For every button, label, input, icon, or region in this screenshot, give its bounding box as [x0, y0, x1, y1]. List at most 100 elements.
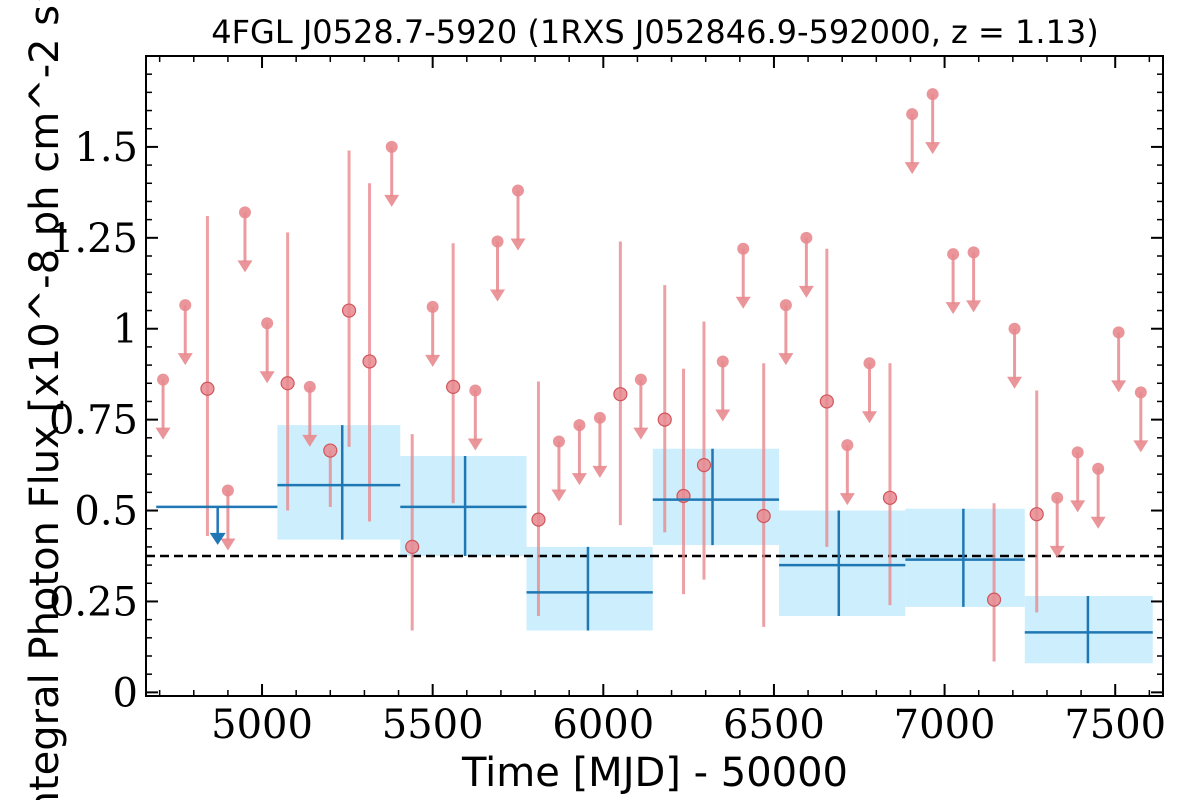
short-bin-upper-limit-point [906, 108, 919, 121]
short-bin-upper-limit-point [737, 242, 750, 255]
short-bin-upper-limit-arrow [1070, 500, 1086, 513]
short-bin-upper-limit-arrow [551, 489, 567, 502]
short-bin-series [155, 88, 1149, 662]
axis-ticks: 5000 5500 6000 6500 7000 7500 0 0.25 0.5 0.75 1 1.2… [49, 56, 1166, 748]
short-bin-point [362, 354, 377, 369]
y-tick-label: 0.5 [74, 489, 138, 535]
short-bin-upper-limit-arrow [510, 238, 526, 251]
x-tick-label: 7500 [1064, 702, 1166, 748]
long-bin-series [156, 425, 1153, 664]
short-bin-upper-limit-point [841, 439, 854, 452]
short-bin-upper-limit-point [1008, 322, 1021, 335]
short-bin-point [1029, 507, 1044, 522]
short-bin-upper-limit-arrow [490, 289, 506, 302]
short-bin-upper-limit-arrow [592, 465, 608, 478]
long-bin-band [779, 510, 906, 616]
short-bin-upper-limit-arrow [425, 354, 441, 367]
short-bin-point [657, 412, 672, 427]
short-bin-upper-limit-arrow [1090, 516, 1106, 529]
short-bin-upper-limit-arrow [155, 427, 171, 440]
short-bin-upper-limit-arrow [1133, 440, 1149, 453]
short-bin-upper-limit-point [221, 484, 234, 497]
short-bin-upper-limit-arrow [1007, 376, 1023, 389]
short-bin-point [405, 539, 420, 555]
short-bin-upper-limit-point [1092, 462, 1105, 475]
short-bin-upper-limit-point [716, 355, 729, 368]
short-bin-upper-limit-point [179, 299, 192, 312]
short-bin-upper-limit-point [779, 299, 792, 312]
short-bin-upper-limit-point [1071, 446, 1084, 459]
short-bin-upper-limit-arrow [571, 473, 587, 486]
long-bin-band [905, 508, 1025, 607]
short-bin-upper-limit-point [967, 246, 980, 259]
short-bin-upper-limit-point [491, 235, 504, 248]
long-bin-band [652, 448, 780, 546]
short-bin-upper-limit-point [634, 373, 647, 386]
short-bin-upper-limit-point [593, 411, 606, 424]
x-tick-label: 5500 [382, 702, 484, 748]
short-bin-upper-limit-arrow [715, 409, 731, 422]
short-bin-point [531, 512, 546, 527]
short-bin-point [756, 508, 771, 524]
short-bin-upper-limit-arrow [467, 438, 483, 451]
short-bin-upper-limit-point [426, 300, 439, 313]
short-bin-point [446, 379, 461, 395]
short-bin-upper-limit-arrow [177, 353, 193, 366]
short-bin-point [200, 381, 215, 396]
y-tick-label: 1 [113, 307, 138, 353]
chart-title: 4FGL J0528.7-5920 (1RXS J052846.9-592000… [211, 13, 1098, 51]
short-bin-upper-limit-point [1051, 491, 1064, 504]
short-bin-upper-limit-arrow [862, 411, 878, 424]
long-bin-upper-limit-arrow [209, 532, 226, 545]
short-bin-upper-limit-arrow [925, 142, 941, 155]
x-axis-label: Time [MJD] - 50000 [461, 750, 848, 796]
short-bin-upper-limit-arrow [966, 300, 982, 313]
short-bin-upper-limit-point [573, 419, 586, 432]
short-bin-upper-limit-point [469, 384, 482, 397]
short-bin-upper-limit-point [947, 248, 960, 261]
x-tick-label: 6500 [723, 702, 825, 748]
y-tick-label: 1.5 [74, 125, 138, 171]
short-bin-upper-limit-point [238, 206, 251, 219]
x-tick-label: 7000 [894, 702, 996, 748]
short-bin-point [819, 394, 834, 409]
y-tick-label: 0.25 [49, 579, 138, 625]
long-bin-band [277, 425, 401, 540]
short-bin-upper-limit-arrow [839, 493, 855, 506]
short-bin-upper-limit-arrow [735, 296, 751, 309]
short-bin-point [882, 490, 898, 505]
short-bin-upper-limit-point [261, 317, 274, 330]
short-bin-point [341, 303, 357, 318]
short-bin-upper-limit-arrow [945, 302, 961, 315]
short-bin-upper-limit-arrow [778, 353, 794, 366]
short-bin-upper-limit-point [157, 373, 170, 386]
short-bin-upper-limit-arrow [237, 260, 253, 273]
short-bin-upper-limit-arrow [1111, 380, 1127, 393]
short-bin-upper-limit-point [800, 231, 813, 244]
short-bin-point [613, 387, 628, 402]
y-axis-label: Integral Photon Flux [x10^-8 ph cm^-2 s^… [22, 0, 68, 800]
short-bin-upper-limit-arrow [633, 427, 649, 440]
short-bin-upper-limit-point [511, 184, 524, 197]
short-bin-upper-limit-arrow [220, 538, 236, 551]
short-bin-upper-limit-arrow [302, 434, 318, 447]
short-bin-point [696, 457, 712, 473]
long-bin-band [526, 546, 653, 631]
short-bin-upper-limit-point [926, 88, 939, 101]
short-bin-upper-limit-point [385, 140, 398, 153]
short-bin-upper-limit-point [552, 435, 565, 448]
short-bin-upper-limit-point [1134, 386, 1147, 399]
plot-border [145, 55, 1164, 697]
x-tick-label: 6000 [552, 702, 654, 748]
short-bin-upper-limit-arrow [384, 194, 400, 207]
short-bin-upper-limit-point [863, 357, 876, 370]
y-tick-label: 1.25 [49, 216, 138, 262]
short-bin-point [323, 443, 338, 458]
y-tick-label: 0.75 [49, 398, 138, 444]
short-bin-point [986, 592, 1002, 607]
short-bin-upper-limit-arrow [259, 371, 275, 384]
short-bin-upper-limit-point [1112, 326, 1125, 339]
short-bin-point [280, 376, 295, 391]
short-bin-upper-limit-arrow [798, 285, 814, 298]
